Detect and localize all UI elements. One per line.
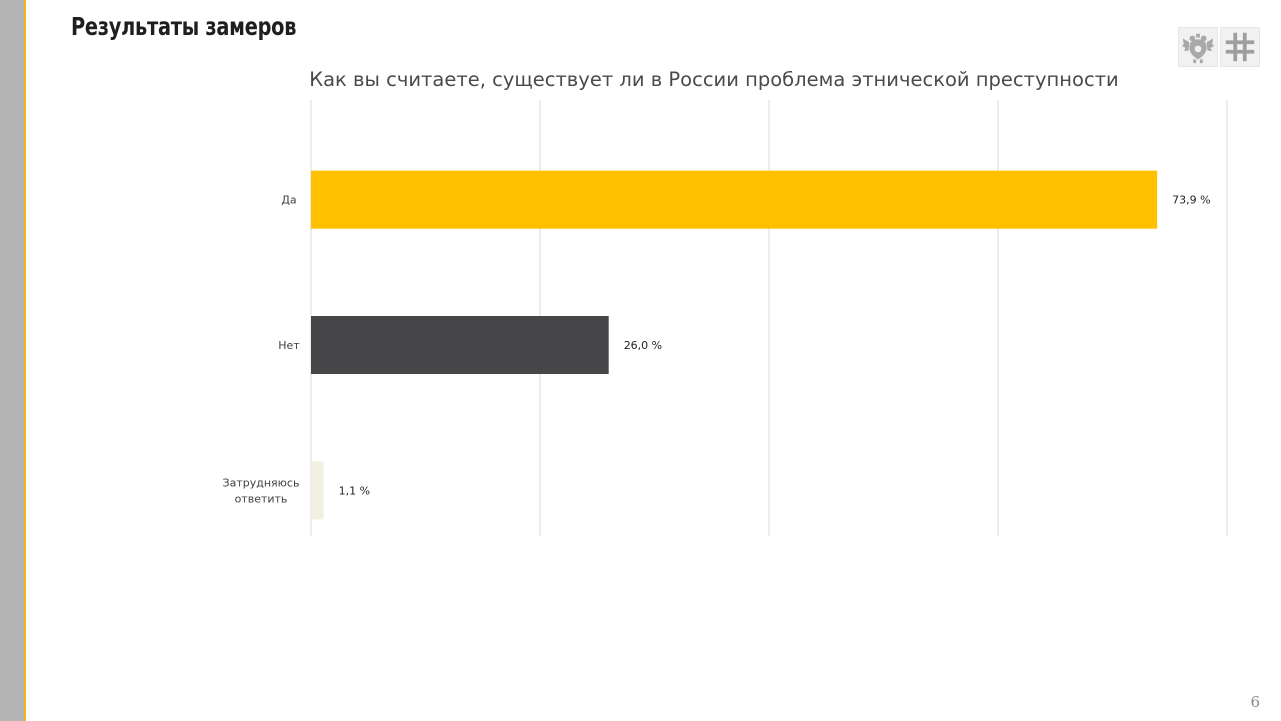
value-label: 26,0 % (624, 339, 662, 352)
value-label: 73,9 % (1172, 194, 1210, 207)
chart-title: Как вы считаете, существует ли в России … (309, 68, 1118, 91)
category-label-line: Нет (278, 339, 300, 352)
page-number: 6 (1250, 693, 1260, 711)
category-label-line: Затрудняюсь (223, 476, 300, 489)
sidebar-stripe (0, 0, 24, 721)
chart-value-labels: 73,9 % 26,0 % 1,1 % (339, 194, 1211, 498)
bar-1 (311, 170, 1158, 229)
cross-emblem-icon (1220, 27, 1260, 67)
category-label: Затрудняюсь ответить (223, 476, 300, 505)
category-label: Нет (278, 339, 300, 352)
category-label-line: Да (281, 194, 296, 207)
bar-3 (311, 461, 324, 520)
coat-of-arms-icon (1178, 27, 1218, 67)
page-title: Результаты замеров (71, 12, 297, 41)
bar-2 (311, 316, 609, 374)
category-label-line: ответить (235, 492, 288, 505)
value-label: 1,1 % (339, 484, 370, 497)
category-label: Да (281, 194, 296, 207)
chart-category-labels: Да Нет Затрудняюсь ответить (223, 194, 301, 506)
logo-group (1178, 27, 1260, 67)
chart-bars (311, 170, 1158, 520)
sidebar-accent-line (24, 0, 26, 721)
